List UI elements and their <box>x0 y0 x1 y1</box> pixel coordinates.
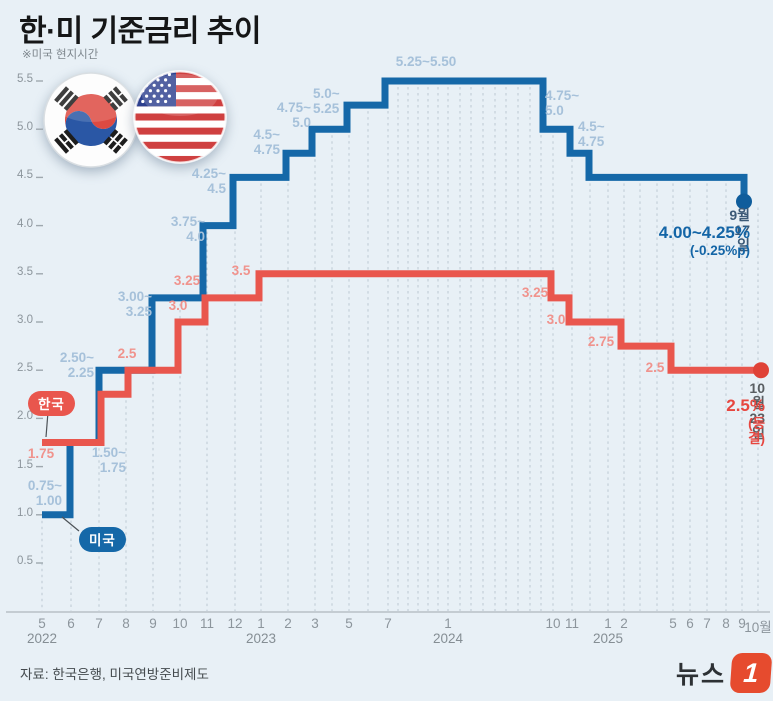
trigram-marks <box>54 86 128 154</box>
annotation: 4.5~ 4.75 <box>578 119 605 149</box>
annotation: 0.75~ 1.00 <box>27 478 62 508</box>
x-tick-label: 5 <box>669 616 677 631</box>
x-tick-label: 3 <box>311 616 319 631</box>
annotation: 2.5 <box>117 346 137 361</box>
x-tick-label: 2 <box>620 616 628 631</box>
korea-series-label: 한국 <box>28 391 75 416</box>
x-tick-label: 9 <box>149 616 157 631</box>
y-tick-label: 2.0 <box>17 410 33 423</box>
annotation: 10월 23일 <box>749 380 765 442</box>
annotation: 1.75 <box>27 446 55 461</box>
y-tick-label: 5.5 <box>17 73 33 85</box>
x-tick-label: 2 <box>284 616 292 631</box>
x-year-label: 2024 <box>432 631 464 646</box>
x-tick-label: 10 <box>545 616 561 631</box>
usa-flag-icon <box>133 70 227 164</box>
y-tick-label: 5.0 <box>17 121 33 134</box>
us-endpoint-dot <box>736 193 752 210</box>
x-tick-label: 12 <box>227 616 243 631</box>
annotation: 3.0 <box>168 298 188 313</box>
x-tick-label: 9 <box>738 616 746 631</box>
korea-flag-icon <box>43 72 139 168</box>
y-tick-label: 4.5 <box>17 169 33 182</box>
korea-pill-connector <box>45 411 49 438</box>
news1-logo-number: 1 <box>729 653 773 693</box>
x-tick-label: 11 <box>564 616 580 631</box>
annotation: 3.25 <box>521 285 549 300</box>
us-rate-line <box>42 77 748 519</box>
x-tick-label: 5 <box>38 616 46 631</box>
annotation: 3.0 <box>546 312 566 327</box>
source-note: 자료: 한국은행, 미국연방준비제도 <box>20 667 209 682</box>
annotation: 5.0~ 5.25 <box>313 86 340 116</box>
rate-series <box>42 77 769 519</box>
annotation: 3.75~ 4.0 <box>170 214 205 244</box>
x-year-label: 2023 <box>245 631 277 646</box>
x-tick-label: 1 <box>604 616 612 631</box>
annotation: 3.00~ 3.25 <box>117 289 152 319</box>
annotation: 3.5 <box>231 263 251 278</box>
y-tick-label: 3.5 <box>17 265 33 278</box>
annotation: 2.75 <box>587 334 615 349</box>
annotation: 2.5 <box>645 360 665 375</box>
x-tick-label: 7 <box>384 616 392 631</box>
kr-rate-line <box>42 270 761 446</box>
annotation: 4.25~ 4.5 <box>191 166 226 196</box>
y-tick-label: 1.0 <box>17 506 33 519</box>
x-tick-label: 5 <box>345 616 353 631</box>
us-pill-connector <box>61 516 80 532</box>
x-tick-label: 1 <box>257 616 265 631</box>
y-tick-label: 0.5 <box>17 555 33 567</box>
subtitle-note: ※미국 현지시간 <box>22 49 99 61</box>
x-tick-label: 7 <box>95 616 103 631</box>
x-tick-label: 6 <box>686 616 694 631</box>
annotation: 9월 17일 <box>729 207 750 254</box>
x-tick-label: 6 <box>67 616 75 631</box>
annotation: 4.75~ 5.0 <box>545 88 580 118</box>
y-tick-label: 1.5 <box>17 458 33 471</box>
x-year-label: 2025 <box>592 631 624 646</box>
annotation: 1.50~ 1.75 <box>91 445 126 475</box>
x-tick-label: 10 <box>172 616 188 631</box>
x-tick-label: 10월 <box>744 620 772 635</box>
annotation: 2.5% <box>726 396 765 415</box>
y-tick-label: 3.0 <box>17 314 33 326</box>
annotation: 5.25~5.50 <box>395 54 457 69</box>
x-tick-label: 8 <box>722 616 730 631</box>
month-gridlines <box>36 80 759 612</box>
x-tick-label: 11 <box>199 616 215 631</box>
x-tick-label: 8 <box>122 616 130 631</box>
y-tick-label: 4.0 <box>17 217 33 230</box>
news1-logo: 뉴스 1 <box>676 653 773 693</box>
annotation: 4.5~ 4.75 <box>253 127 280 157</box>
news1-logo-text: 뉴스 <box>676 661 727 689</box>
x-year-label: 2022 <box>26 631 58 646</box>
annotation: (-0.25%p) <box>689 243 750 258</box>
page-title: 한·미 기준금리 추이 <box>19 15 261 48</box>
y-tick-label: 2.5 <box>17 362 33 375</box>
kr-endpoint-dot <box>753 362 769 379</box>
annotation: 4.75~ 5.0 <box>276 100 311 130</box>
annotation: (동결) <box>748 416 765 446</box>
annotation: 4.00~4.25% <box>658 223 750 242</box>
x-tick-label: 7 <box>703 616 711 631</box>
annotation: 2.50~ 2.25 <box>59 350 94 380</box>
x-tick-label: 1 <box>444 616 452 631</box>
us-series-label: 미국 <box>79 527 126 552</box>
annotation: 3.25 <box>173 273 201 288</box>
